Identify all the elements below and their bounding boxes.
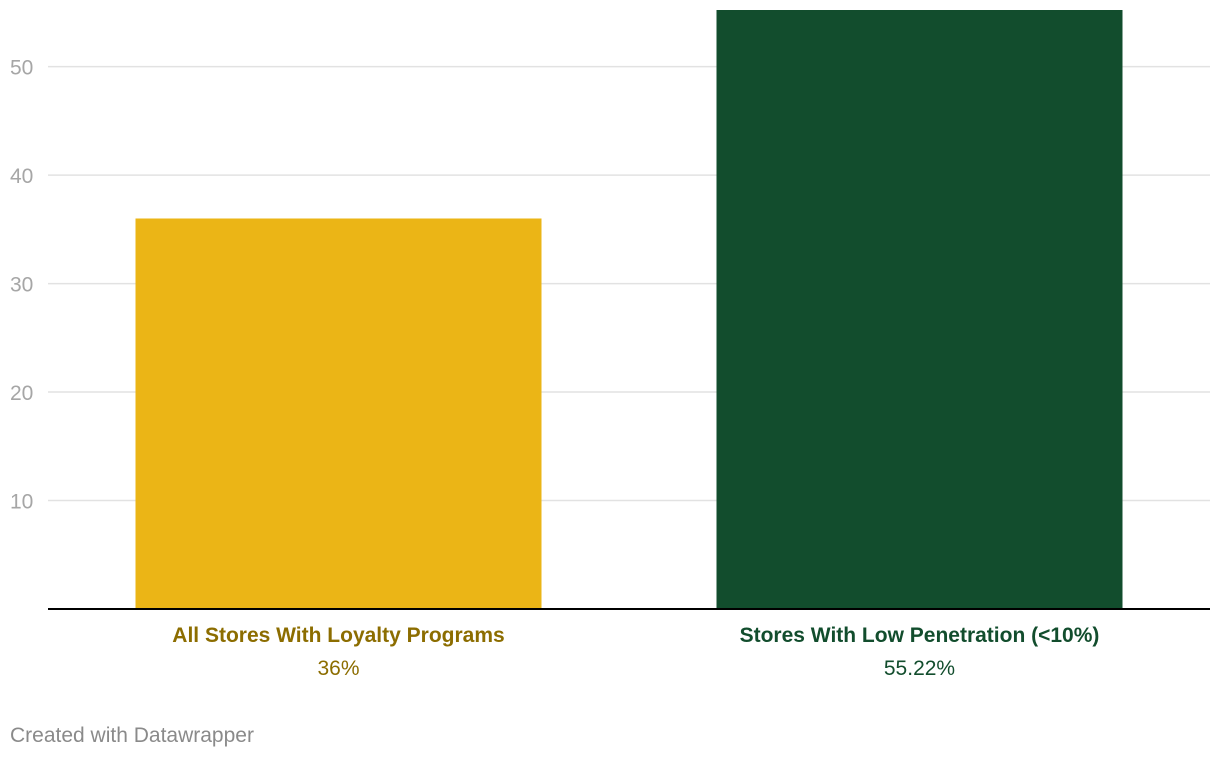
bars (135, 10, 1123, 609)
category-label: All Stores With Loyalty Programs (172, 624, 504, 647)
category-labels: All Stores With Loyalty Programs 36% Store… (172, 624, 1099, 680)
value-label: 36% (317, 657, 359, 680)
chart-canvas: 10 20 30 40 50 All Stores With Loyalty Progr… (10, 10, 1210, 680)
y-axis-ticks: 10 20 30 40 50 (10, 57, 33, 514)
y-tick-label: 20 (10, 382, 33, 405)
bar (135, 218, 542, 609)
value-label: 55.22% (884, 657, 955, 680)
bar-chart: 10 20 30 40 50 All Stores With Loyalty Progr… (10, 10, 1210, 680)
bar (716, 10, 1123, 609)
y-tick-label: 50 (10, 57, 33, 80)
y-tick-label: 30 (10, 274, 33, 297)
category-label: Stores With Low Penetration (<10%) (740, 624, 1100, 647)
y-tick-label: 40 (10, 165, 33, 188)
footer-credit: Created with Datawrapper (10, 724, 254, 747)
y-tick-label: 10 (10, 491, 33, 514)
